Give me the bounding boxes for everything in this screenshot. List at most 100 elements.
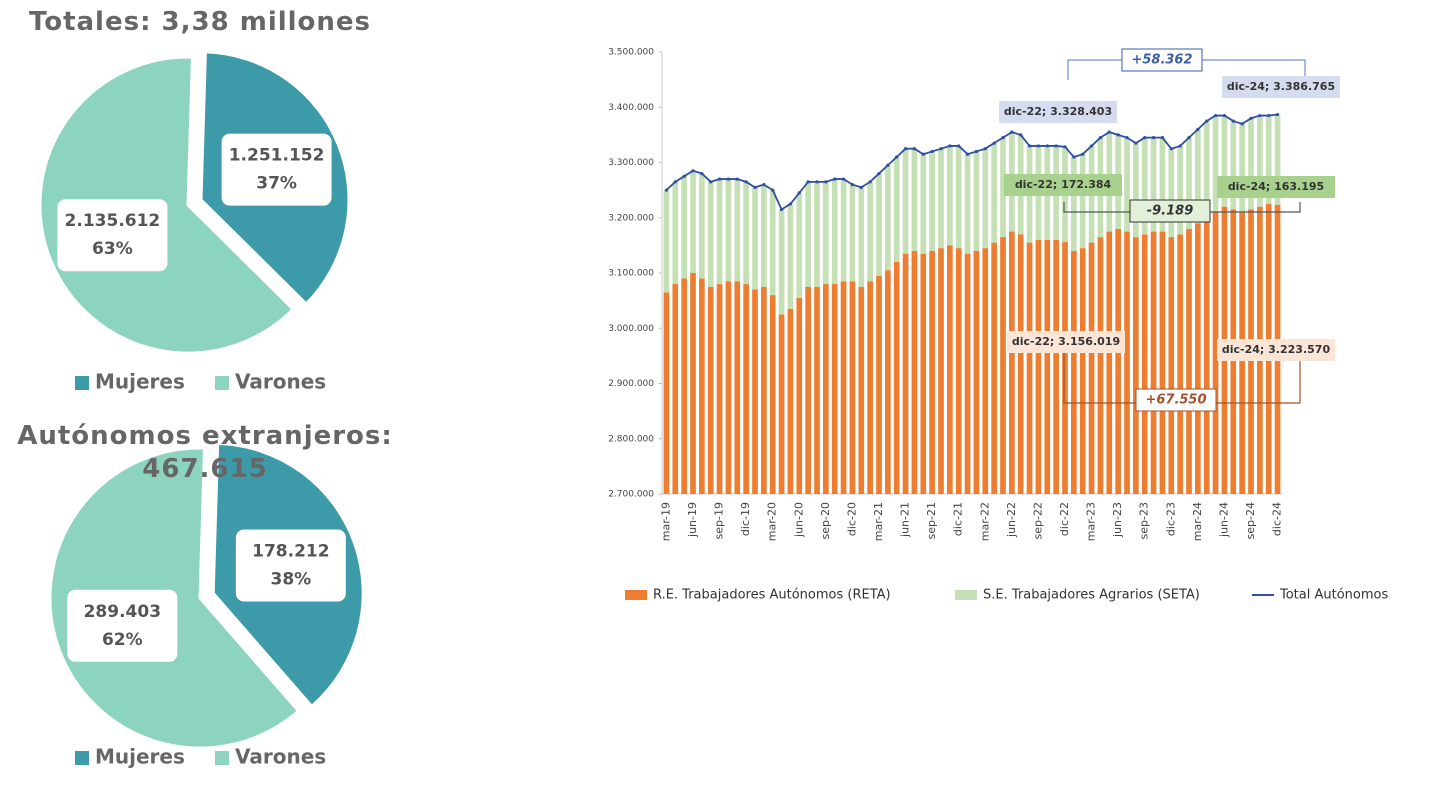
bar (858, 286, 865, 494)
bar (1009, 231, 1015, 494)
legend-label: Total Autónomos (1279, 588, 1388, 603)
line-marker (1222, 113, 1227, 118)
pie-title: Totales: 3,38 millones (28, 7, 372, 37)
line-marker (806, 180, 810, 184)
bar (778, 314, 785, 494)
line-marker (1019, 133, 1023, 137)
legend-swatch (625, 590, 647, 600)
bar (1265, 115, 1272, 204)
bar (1133, 143, 1139, 238)
bar (1106, 231, 1113, 494)
bar (964, 154, 971, 254)
line-marker (1116, 133, 1120, 137)
bar (1124, 231, 1130, 494)
line-marker (717, 177, 722, 181)
bar (690, 273, 696, 494)
bar (805, 286, 811, 494)
annotation: dic-22; 172.384 (1015, 178, 1112, 191)
line (665, 113, 1278, 211)
bar (893, 261, 900, 494)
bar (1257, 115, 1263, 207)
bar (1079, 248, 1086, 494)
line-marker (700, 171, 704, 176)
line-marker (895, 155, 899, 159)
bar (823, 181, 829, 285)
line-marker (1151, 136, 1156, 140)
annotation-box (1217, 176, 1335, 198)
line-marker (744, 180, 748, 184)
bar (1150, 137, 1157, 232)
bar (964, 253, 971, 494)
legend-label: R.E. Trabajadores Autónomos (RETA) (653, 588, 891, 603)
line-marker (1249, 116, 1253, 120)
bar (991, 242, 997, 494)
line-marker (1001, 136, 1005, 140)
bar (1203, 217, 1210, 494)
bar (761, 184, 767, 287)
bar (1097, 237, 1104, 494)
legend-label: Mujeres (95, 370, 185, 394)
line-marker (797, 191, 801, 195)
x-tick-label: mar-20 (766, 502, 779, 541)
annotation: dic-22; 3.328.403 (1004, 105, 1112, 118)
bar (1115, 228, 1121, 495)
line-marker (726, 177, 731, 181)
bar (920, 253, 927, 494)
line-marker (965, 152, 970, 156)
line-marker (691, 169, 695, 173)
line-marker (1036, 144, 1041, 148)
bar (663, 292, 670, 494)
label-box (235, 529, 346, 602)
line-marker (1010, 130, 1014, 134)
y-tick-label: 2.700.000 (608, 490, 654, 500)
line-marker (886, 163, 890, 167)
line-marker (948, 144, 952, 148)
line-marker (824, 180, 828, 184)
x-tick-label: sep-24 (1244, 502, 1257, 539)
bar (734, 179, 741, 282)
legend-swatch (75, 376, 89, 390)
line-marker (735, 177, 739, 181)
label-box (221, 133, 332, 206)
line-marker (939, 147, 943, 151)
bar (1221, 115, 1228, 207)
bar (1212, 212, 1219, 494)
annotation: dic-24; 3.223.570 (1222, 343, 1331, 356)
bar (707, 286, 714, 494)
line-marker (1063, 145, 1067, 149)
line-marker (1213, 113, 1218, 118)
line-marker (868, 180, 872, 184)
bar (929, 250, 935, 494)
annotation-box (1129, 199, 1211, 223)
bar (796, 192, 803, 298)
bar (849, 184, 856, 282)
line-marker (859, 185, 863, 189)
bar (840, 281, 847, 494)
bar (672, 284, 679, 494)
bar (920, 154, 927, 254)
bar (831, 284, 838, 494)
percent-label: 62% (102, 630, 143, 650)
bar (876, 275, 882, 494)
bar (1230, 121, 1237, 210)
percent-label: 37% (256, 174, 297, 194)
bar (947, 145, 953, 246)
bar (885, 165, 891, 271)
x-tick-label: jun-19 (686, 502, 699, 538)
bar (1035, 239, 1042, 494)
bar (982, 148, 989, 249)
bar (769, 295, 776, 494)
annotation-box (1004, 174, 1122, 196)
label-box (67, 589, 178, 662)
bar (787, 308, 794, 494)
line-marker (841, 177, 846, 181)
x-tick-label: jun-23 (1111, 502, 1124, 538)
bar (699, 278, 705, 494)
bar (823, 284, 829, 494)
line-marker (779, 207, 784, 212)
bar (867, 281, 873, 494)
percent-label: 63% (92, 239, 133, 259)
bar (893, 156, 900, 262)
x-tick-label: jun-22 (1005, 502, 1018, 538)
